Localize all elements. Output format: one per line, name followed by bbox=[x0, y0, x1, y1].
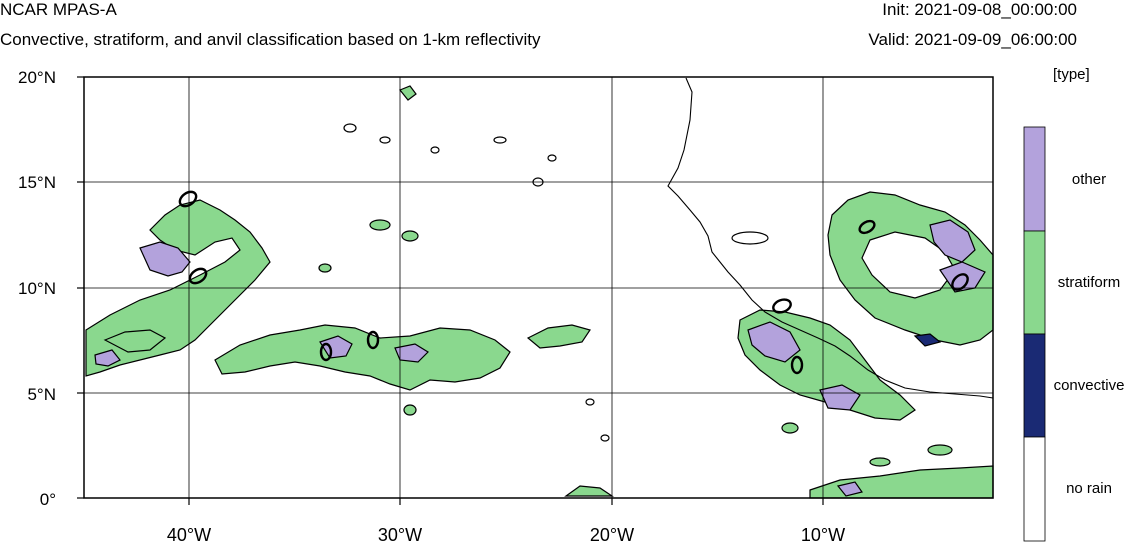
legend-label-convective: convective bbox=[1053, 377, 1125, 394]
rain-region-east-8 bbox=[819, 384, 861, 411]
lat-label-20n: 20°N bbox=[18, 68, 56, 87]
lon-label-10w: 10°W bbox=[800, 525, 846, 545]
legend-swatch-convective bbox=[1023, 333, 1046, 438]
rain-region-east-10 bbox=[836, 481, 863, 497]
rain-region-central-1 bbox=[214, 324, 511, 391]
rain-region-south bbox=[564, 485, 614, 497]
rain-region-east-3 bbox=[929, 219, 976, 263]
legend-label-no-rain: no rain bbox=[1066, 480, 1112, 497]
legend-swatch-stratiform bbox=[1023, 230, 1046, 335]
init-time: Init: 2021-09-08_00:00:00 bbox=[882, 0, 1077, 19]
rain-region-central-3 bbox=[394, 343, 429, 363]
lon-label-30w: 30°W bbox=[377, 525, 423, 545]
legend-label-stratiform: stratiform bbox=[1057, 274, 1121, 291]
legend-label-other: other bbox=[1071, 171, 1107, 188]
oval-markers bbox=[178, 190, 969, 375]
rain-region-west-3 bbox=[103, 329, 167, 353]
scattered-cells bbox=[318, 123, 953, 467]
plot-title: NCAR MPAS-A bbox=[0, 0, 117, 19]
coastline bbox=[667, 77, 994, 399]
rain-features bbox=[85, 85, 994, 499]
rain-region-central-5 bbox=[399, 85, 417, 101]
graticule bbox=[84, 77, 993, 498]
valid-time: Valid: 2021-09-09_06:00:00 bbox=[868, 30, 1077, 49]
legend-units: [type] bbox=[1053, 66, 1090, 83]
lat-label-5n: 5°N bbox=[27, 385, 56, 404]
lon-label-40w: 40°W bbox=[166, 525, 212, 545]
rain-region-east-7 bbox=[747, 321, 801, 363]
rain-region-west-4 bbox=[94, 349, 121, 367]
lat-label-10n: 10°N bbox=[18, 279, 56, 298]
lon-label-20w: 20°W bbox=[589, 525, 635, 545]
legend-swatch-other bbox=[1023, 126, 1046, 232]
rain-region-east-9 bbox=[809, 465, 994, 499]
rain-region-east-5 bbox=[913, 333, 942, 347]
rain-region-central-4 bbox=[526, 324, 591, 349]
lat-label-15n: 15°N bbox=[18, 173, 56, 192]
rain-region-east-2 bbox=[861, 231, 956, 299]
rain-region-west-2 bbox=[139, 241, 191, 277]
rain-region-central-2 bbox=[319, 335, 353, 359]
legend-colorbar bbox=[1023, 126, 1046, 542]
lat-label-0: 0° bbox=[39, 490, 56, 509]
legend-swatch-no-rain bbox=[1023, 436, 1046, 542]
axis-ticks bbox=[77, 76, 824, 505]
plot-subtitle: Convective, stratiform, and anvil classi… bbox=[0, 30, 541, 49]
